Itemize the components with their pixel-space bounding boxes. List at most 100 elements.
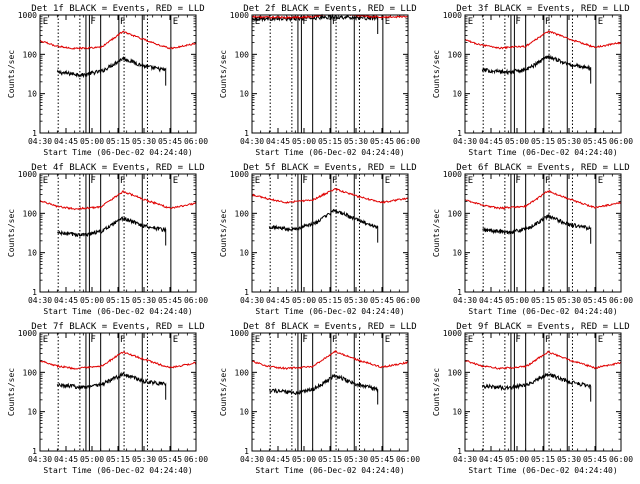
- events-series-line: [268, 208, 379, 243]
- x-tick-label: 06:00: [184, 137, 208, 146]
- y-axis-label: Counts/sec: [7, 368, 16, 416]
- flag-letter: E: [468, 17, 473, 27]
- x-tick-label: 04:45: [266, 137, 290, 146]
- events-series-line: [56, 371, 167, 400]
- flag-letter: E: [43, 176, 48, 186]
- flag-letter: E: [598, 335, 603, 345]
- x-tick-label: 05:45: [158, 296, 182, 305]
- x-axis-label: Start Time (06-Dec-02 04:24:40): [468, 307, 617, 316]
- flag-letter: E: [385, 335, 390, 345]
- lld-series-line: [251, 187, 409, 204]
- x-axis-label: Start Time (06-Dec-02 04:24:40): [43, 307, 192, 316]
- x-tick-label: 04:45: [479, 137, 503, 146]
- x-tick-label: 05:15: [106, 455, 130, 464]
- y-tick-label: 1: [457, 288, 462, 297]
- chart-title: Det 7f BLACK = Events, RED = LLD: [31, 322, 204, 332]
- y-axis-label: Counts/sec: [432, 368, 441, 416]
- y-tick-label: 10: [239, 249, 249, 258]
- flag-letter: F: [302, 17, 307, 27]
- flag-letter: F: [90, 176, 95, 186]
- x-axis-label: Start Time (06-Dec-02 04:24:40): [255, 148, 404, 157]
- x-axis-label: Start Time (06-Dec-02 04:24:40): [43, 148, 192, 157]
- flag-letter: F: [332, 176, 337, 186]
- x-tick-label: 04:45: [54, 296, 78, 305]
- x-tick-label: 05:00: [292, 296, 316, 305]
- x-tick-label: 04:30: [28, 296, 52, 305]
- flag-letter: E: [43, 335, 48, 345]
- y-axis-label: Counts/sec: [432, 50, 441, 98]
- x-tick-label: 04:45: [479, 455, 503, 464]
- chart-title: Det 9f BLACK = Events, RED = LLD: [456, 322, 629, 332]
- x-tick-label: 05:15: [106, 137, 130, 146]
- y-tick-label: 1: [244, 129, 249, 138]
- lld-series-line: [39, 30, 197, 51]
- events-series-line: [482, 213, 592, 244]
- flag-letter: F: [515, 335, 520, 345]
- x-tick-label: 05:30: [132, 455, 156, 464]
- flag-letter: E: [255, 335, 260, 345]
- y-tick-label: 10: [27, 90, 37, 99]
- y-tick-label: 100: [235, 209, 250, 218]
- chart-panel: Det 2f BLACK = Events, RED = LLD Counts/s…: [219, 4, 420, 157]
- x-tick-label: 05:15: [531, 296, 555, 305]
- x-tick-label: 05:00: [292, 455, 316, 464]
- y-tick-label: 100: [23, 50, 38, 59]
- y-tick-label: 10: [27, 408, 37, 417]
- events-series-line: [269, 373, 379, 405]
- x-tick-label: 05:00: [292, 137, 316, 146]
- flag-letter: E: [173, 335, 178, 345]
- x-tick-label: 04:45: [479, 296, 503, 305]
- flag-letter: F: [515, 176, 520, 186]
- y-axis-label: Counts/sec: [7, 209, 16, 257]
- flag-letter: E: [385, 17, 390, 27]
- x-tick-label: 05:30: [557, 137, 581, 146]
- y-tick-label: 10: [452, 408, 462, 417]
- y-tick-label: 1: [32, 447, 37, 456]
- events-series-line: [481, 54, 592, 84]
- x-tick-label: 05:30: [132, 296, 156, 305]
- x-tick-label: 04:30: [453, 137, 477, 146]
- y-tick-label: 1000: [443, 11, 462, 20]
- flag-letter: F: [302, 335, 307, 345]
- y-tick-label: 1000: [18, 329, 37, 338]
- flag-letter: E: [598, 176, 603, 186]
- x-tick-label: 05:00: [80, 296, 104, 305]
- x-tick-label: 04:45: [266, 296, 290, 305]
- y-tick-label: 100: [448, 209, 463, 218]
- x-tick-label: 05:30: [557, 296, 581, 305]
- chart-title: Det 8f BLACK = Events, RED = LLD: [243, 322, 416, 332]
- y-tick-label: 1: [244, 447, 249, 456]
- x-tick-label: 06:00: [609, 137, 633, 146]
- x-tick-label: 05:15: [531, 137, 555, 146]
- lld-series-line: [251, 350, 409, 370]
- x-axis-label: Start Time (06-Dec-02 04:24:40): [468, 466, 617, 475]
- x-tick-label: 06:00: [184, 455, 208, 464]
- flag-letter: E: [173, 17, 178, 27]
- events-series-line: [481, 372, 592, 402]
- x-tick-label: 04:30: [28, 455, 52, 464]
- x-tick-label: 05:00: [80, 137, 104, 146]
- x-tick-label: 05:45: [370, 296, 394, 305]
- x-tick-label: 06:00: [396, 137, 420, 146]
- x-tick-label: 05:15: [318, 296, 342, 305]
- chart-panel: Det 7f BLACK = Events, RED = LLD Counts/s…: [7, 322, 208, 475]
- y-tick-label: 10: [27, 249, 37, 258]
- x-tick-label: 06:00: [396, 296, 420, 305]
- plot-frame: [39, 332, 197, 452]
- x-tick-label: 05:45: [158, 455, 182, 464]
- x-tick-label: 05:15: [318, 137, 342, 146]
- y-tick-label: 1000: [443, 170, 462, 179]
- x-tick-label: 04:45: [54, 455, 78, 464]
- plot-frame: [39, 173, 197, 293]
- plot-frame: [464, 173, 622, 293]
- y-tick-label: 1000: [230, 11, 249, 20]
- events-series-line: [251, 13, 379, 34]
- flag-letter: E: [468, 176, 473, 186]
- x-axis-label: Start Time (06-Dec-02 04:24:40): [43, 466, 192, 475]
- x-tick-label: 04:30: [240, 455, 264, 464]
- y-tick-label: 10: [239, 408, 249, 417]
- flag-letter: E: [468, 335, 473, 345]
- x-tick-label: 05:00: [505, 137, 529, 146]
- plot-frame: [251, 14, 409, 134]
- x-tick-label: 05:45: [583, 296, 607, 305]
